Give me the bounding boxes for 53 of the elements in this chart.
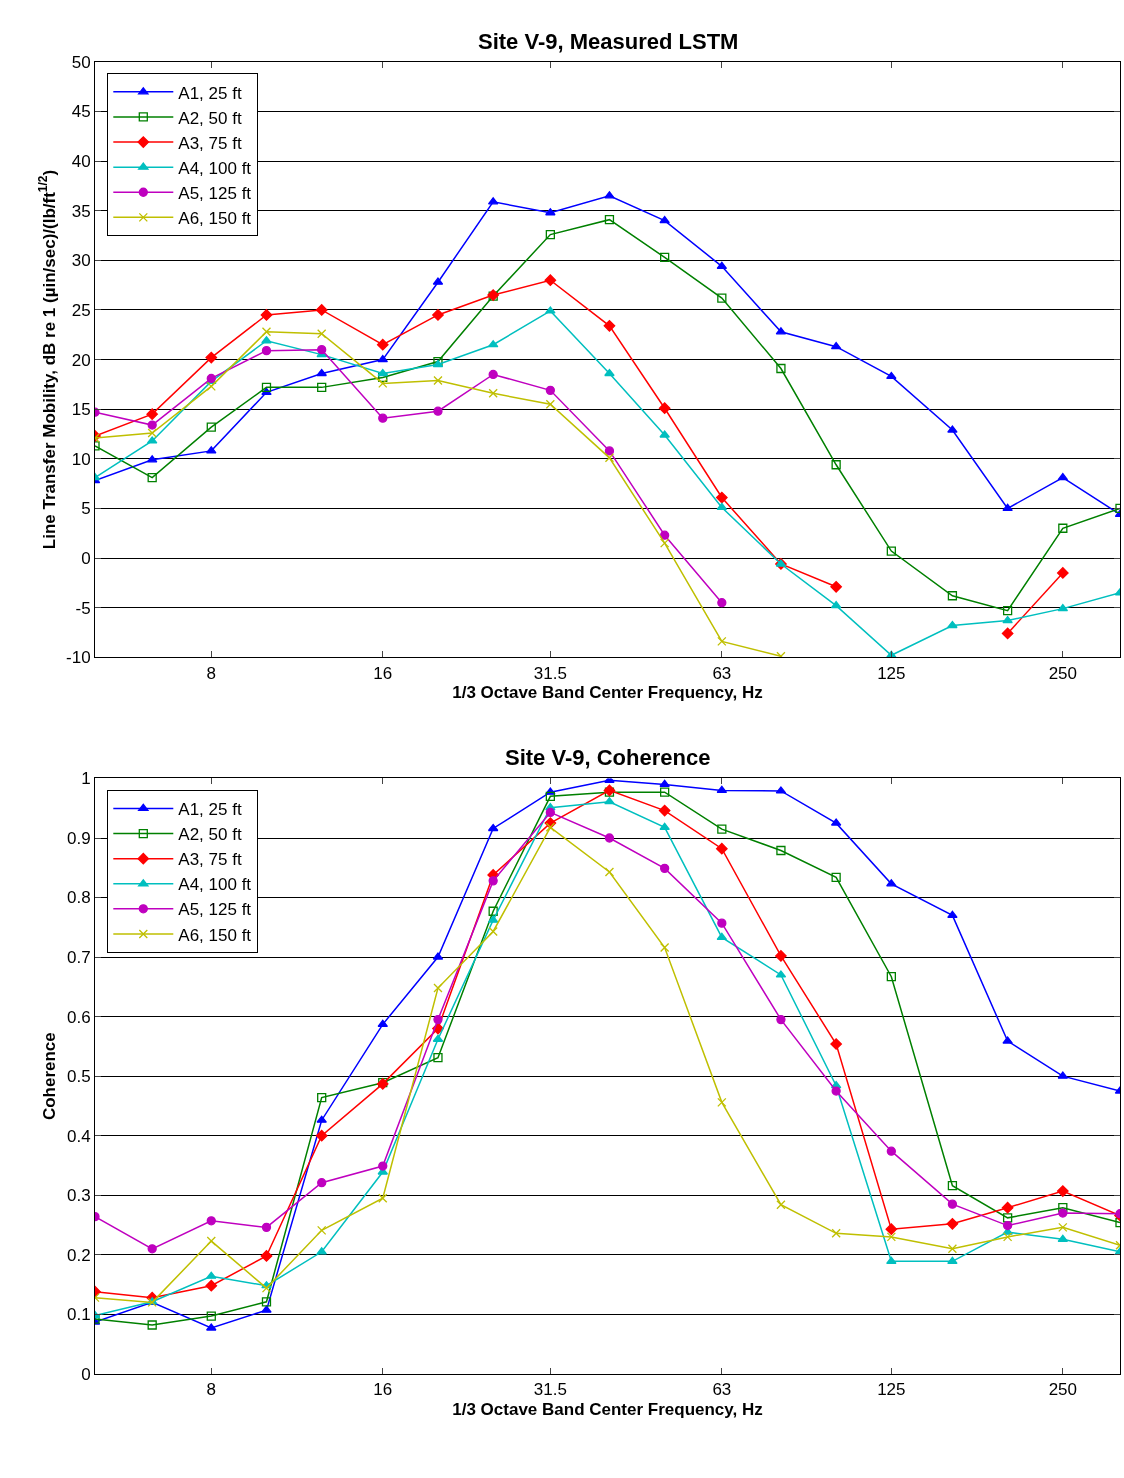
x-tick-label: 250: [1048, 1380, 1078, 1400]
y-tick-label: 0.9: [66, 828, 91, 848]
legend-label: A5, 125 ft: [178, 900, 252, 920]
y-tick-label: 0.8: [66, 888, 91, 908]
legend-label: A1, 25 ft: [178, 83, 242, 103]
x-tick-label: 8: [206, 663, 217, 683]
y-tick-label: 0.5: [66, 1067, 91, 1087]
y-tick-label: 1: [81, 769, 91, 789]
y-tick-label: -5: [75, 598, 91, 618]
legend-label: A3, 75 ft: [178, 850, 242, 870]
y-tick-label: 0.4: [66, 1126, 91, 1146]
y-tick-label: 0.7: [66, 948, 91, 968]
legend-label: A6, 150 ft: [178, 209, 252, 228]
y-tick-label: 15: [71, 400, 91, 420]
y-tick-label: 0.1: [66, 1305, 91, 1325]
x-tick-label: 31.5: [533, 663, 567, 683]
chart-title: Site V-9, Coherence: [505, 745, 711, 770]
legend-label: A2, 50 ft: [178, 825, 242, 845]
legend-label: A5, 125 ft: [178, 183, 252, 203]
y-tick-label: 0.6: [66, 1007, 91, 1027]
legend-label: A4, 100 ft: [178, 158, 252, 178]
y-tick-label: 30: [71, 251, 91, 271]
x-tick-label: 8: [206, 1380, 217, 1400]
x-tick-label: 250: [1048, 663, 1078, 683]
y-tick-label: 25: [71, 300, 91, 320]
y-tick-label: 45: [71, 102, 91, 122]
x-tick-label: 125: [877, 663, 906, 683]
y-tick-label: 0: [81, 1364, 91, 1384]
y-axis-title: Coherence: [40, 1032, 60, 1121]
y-tick-label: -10: [66, 648, 91, 668]
x-tick-label: 16: [373, 1380, 393, 1400]
legend-label: A4, 100 ft: [178, 875, 252, 895]
y-tick-label: 0: [81, 548, 91, 568]
x-tick-label: 31.5: [533, 1380, 567, 1400]
x-tick-label: 63: [712, 1380, 732, 1400]
legend-label: A2, 50 ft: [178, 108, 242, 128]
x-axis-title: 1/3 Octave Band Center Frequency, Hz: [452, 683, 763, 703]
x-tick-label: 63: [712, 663, 732, 683]
x-axis-title: 1/3 Octave Band Center Frequency, Hz: [452, 1399, 763, 1419]
y-tick-label: 40: [71, 152, 91, 172]
x-tick-label: 125: [877, 1380, 906, 1400]
x-tick-label: 16: [373, 663, 393, 683]
y-tick-label: 20: [71, 350, 91, 370]
legend-label: A3, 75 ft: [178, 133, 242, 153]
legend-label: A6, 150 ft: [178, 925, 252, 945]
y-tick-label: 5: [81, 499, 91, 519]
y-tick-label: 35: [71, 201, 91, 221]
y-tick-label: 0.2: [66, 1245, 91, 1265]
y-tick-label: 0.3: [66, 1186, 91, 1206]
chart-title: Site V-9, Measured LSTM: [478, 29, 739, 54]
legend-label: A1, 25 ft: [178, 800, 242, 820]
y-tick-label: 50: [71, 52, 91, 72]
y-tick-label: 10: [71, 449, 91, 469]
